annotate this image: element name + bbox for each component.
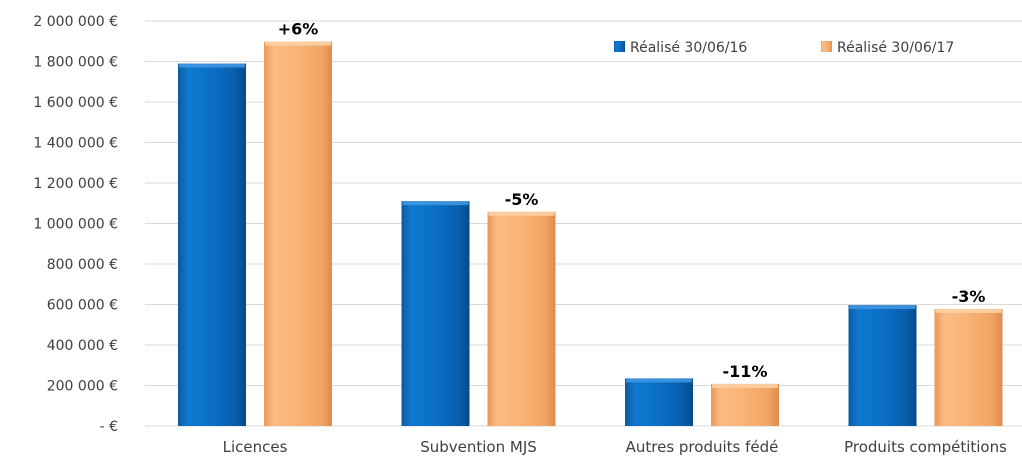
- x-category-label: Autres produits fédé: [626, 438, 779, 456]
- y-axis-tick-labels: - € 200 000 € 400 000 € 600 000 € 800 000 € 1…: [33, 14, 118, 435]
- bar-body: [401, 201, 470, 426]
- legend-label: Réalisé 30/06/16: [630, 40, 747, 56]
- bar-top-bevel: [488, 211, 555, 216]
- bar: [264, 41, 332, 426]
- legend: Réalisé 30/06/16 Réalisé 30/06/17: [614, 40, 954, 56]
- bar-top-bevel: [265, 41, 331, 46]
- bar: [178, 63, 246, 427]
- bar: [625, 378, 693, 426]
- y-tick-label: 1 600 000 €: [33, 95, 118, 111]
- data-label: +6%: [278, 20, 319, 39]
- y-tick-label: 800 000 €: [47, 257, 118, 273]
- y-tick-label: 2 000 000 €: [33, 14, 118, 30]
- bar-top-bevel: [402, 201, 469, 206]
- x-category-label: Produits compétitions: [844, 438, 1007, 456]
- x-axis-category-labels: Licences Subvention MJS Autres produits fé…: [223, 438, 1008, 456]
- bar: [401, 201, 470, 426]
- data-labels: +6% -5% -11% -3%: [278, 20, 986, 381]
- y-tick-label: 400 000 €: [47, 338, 118, 354]
- bar-body: [711, 383, 779, 426]
- bar-body: [848, 305, 917, 426]
- legend-swatch: [821, 41, 832, 52]
- legend-item: Réalisé 30/06/17: [821, 40, 954, 56]
- data-label: -5%: [505, 190, 539, 209]
- y-tick-label: 600 000 €: [47, 298, 118, 314]
- bar-top-bevel: [849, 305, 916, 310]
- y-tick-label: 1 800 000 €: [33, 55, 118, 71]
- y-tick-label: 1 000 000 €: [33, 217, 118, 233]
- data-label: -3%: [952, 287, 986, 306]
- bar-top-bevel: [935, 308, 1002, 313]
- bar-body: [264, 41, 332, 426]
- x-category-label: Subvention MJS: [420, 438, 537, 456]
- legend-swatch: [614, 41, 625, 52]
- y-tick-label: 1 400 000 €: [33, 136, 118, 152]
- bar-body: [625, 378, 693, 426]
- bar: [848, 305, 917, 426]
- x-category-label: Licences: [223, 438, 288, 456]
- data-label: -11%: [723, 362, 768, 381]
- y-tick-label: 1 200 000 €: [33, 176, 118, 192]
- bar-body: [934, 308, 1003, 426]
- bar-body: [178, 63, 246, 427]
- y-tick-label: 200 000 €: [47, 379, 118, 395]
- legend-label: Réalisé 30/06/17: [837, 40, 954, 56]
- bar: [934, 308, 1003, 426]
- bar-body: [487, 211, 556, 426]
- bar-top-bevel: [712, 383, 778, 388]
- bar-top-bevel: [626, 378, 692, 383]
- bar: [711, 383, 779, 426]
- bar: [487, 211, 556, 426]
- bar-top-bevel: [179, 63, 245, 68]
- bars: [178, 41, 1003, 427]
- legend-item: Réalisé 30/06/16: [614, 40, 747, 56]
- y-tick-label: - €: [100, 419, 118, 435]
